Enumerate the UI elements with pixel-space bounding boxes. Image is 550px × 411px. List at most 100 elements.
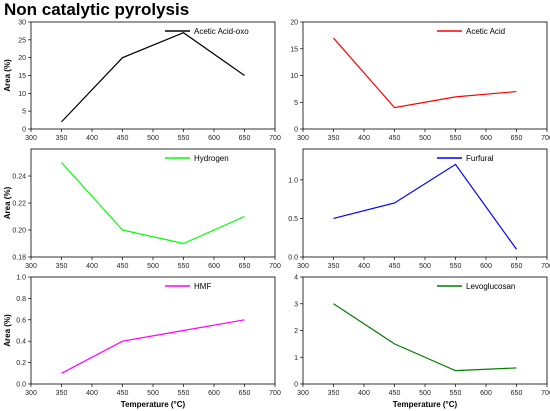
chart-2-legend-label: Acetic Acid [466,27,505,36]
chart-5-ytick-label: 0.8 [16,296,26,303]
chart-1-xtick-label: 550 [178,135,190,142]
chart-2-ytick-label: 20 [290,20,298,27]
chart-5-xtick-label: 400 [86,390,98,397]
chart-4-xtick-label: 500 [419,263,431,270]
chart-2-frame [302,21,548,130]
chart-5-frame [30,276,276,385]
chart-2-ytick-label: 0 [294,127,298,134]
chart-6-series-line [333,303,517,372]
chart-2-ytick-label: 10 [290,73,298,80]
chart-4-xtick-label: 650 [511,263,523,270]
chart-1-xtick-label: 500 [147,135,159,142]
chart-1-ytick-label: 5 [22,109,26,116]
chart-6-legend: Levoglucosan [437,282,515,291]
chart-5: 300 350 400 450 500 550 600 650 700 0.0 0.2 0.4 0.6 0… [3,275,281,410]
chart-1-series-line [61,32,245,123]
chart-1-xtick-label: 350 [56,135,68,142]
chart-2-xtick-label: 550 [450,135,462,142]
chart-3-ytick-label: 0.24 [12,174,26,181]
chart-4-legend-label: Furfural [466,154,494,163]
chart-6-ytick-label: 3 [294,301,298,308]
chart-3-xtick-label: 450 [117,263,129,270]
chart-3-ytick-label: 0.20 [12,228,26,235]
chart-1-ytick-label: 30 [18,20,26,27]
chart-6-xlabel: Temperature (°C) [393,400,458,409]
chart-3-xtick-label: 700 [269,263,281,270]
chart-2-xtick-label: 350 [328,135,340,142]
chart-6-xtick-label: 600 [480,390,492,397]
chart-4-xtick-label: 700 [541,263,550,270]
chart-6-xtick-label: 300 [297,390,309,397]
chart-5-xtick-label: 300 [25,390,37,397]
chart-2-ytick-label: 15 [290,46,298,53]
chart-6-ytick-label: 0 [294,382,298,389]
chart-4-xtick-label: 350 [328,263,340,270]
chart-2-xtick-label: 300 [297,135,309,142]
chart-1-ytick-label: 10 [18,91,26,98]
chart-3-ylabel: Area (%) [3,186,12,219]
chart-3-xtick-label: 600 [208,263,220,270]
chart-3-xtick-label: 650 [239,263,251,270]
chart-6-ytick-label: 4 [294,275,298,282]
chart-2-xtick-label: 400 [358,135,370,142]
chart-3: 300 350 400 450 500 550 600 650 700 0.18 0.20 0.22 0… [3,148,281,270]
chart-2-legend: Acetic Acid [437,27,505,36]
chart-6-xtick-label: 500 [419,390,431,397]
chart-1-legend: Acetic Acid-oxo [165,27,249,36]
chart-4-xtick-label: 600 [480,263,492,270]
chart-1: 300 350 400 450 500 550 600 650 700 0 5 10 15 20 25 30 A… [3,20,281,143]
chart-4-xtick-label: 450 [389,263,401,270]
chart-5-series-line [61,319,245,374]
chart-2-xtick-label: 600 [480,135,492,142]
chart-4-ytick-label: 0.5 [288,216,298,223]
chart-1-xtick-label: 600 [208,135,220,142]
chart-3-xtick-label: 350 [56,263,68,270]
chart-1-legend-label: Acetic Acid-oxo [194,27,249,36]
chart-3-xtick-label: 300 [25,263,37,270]
chart-5-xtick-label: 350 [56,390,68,397]
chart-5-ytick-label: 0.6 [16,317,26,324]
chart-6-xtick-label: 650 [511,390,523,397]
chart-3-legend-label: Hydrogen [194,154,229,163]
chart-5-ylabel: Area (%) [3,314,12,347]
chart-4-xtick-label: 400 [358,263,370,270]
chart-6: 300 350 400 450 500 550 600 650 700 0 1 2 3 4 Levogluc… [294,275,550,410]
chart-6-legend-label: Levoglucosan [466,282,515,291]
chart-1-xtick-label: 650 [239,135,251,142]
chart-4-ytick-label: 0.0 [288,255,298,262]
chart-6-xtick-label: 700 [541,390,550,397]
chart-6-ytick-label: 1 [294,355,298,362]
chart-1-xtick-label: 700 [269,135,281,142]
chart-2-xtick-label: 450 [389,135,401,142]
chart-5-xtick-label: 500 [147,390,159,397]
chart-3-ytick-label: 0.18 [12,255,26,262]
chart-6-xtick-label: 550 [450,390,462,397]
chart-4-legend: Furfural [437,154,494,163]
chart-1-xtick-label: 300 [25,135,37,142]
chart-4-series-line [333,163,517,250]
chart-5-legend-label: HMF [194,282,211,291]
chart-1-ylabel: Area (%) [3,59,12,92]
chart-5-ytick-label: 0.0 [16,382,26,389]
chart-3-frame [30,148,276,258]
chart-3-xtick-label: 400 [86,263,98,270]
chart-6-xtick-label: 350 [328,390,340,397]
chart-1-ytick-label: 20 [18,55,26,62]
chart-5-xtick-label: 650 [239,390,251,397]
chart-4-xtick-label: 550 [450,263,462,270]
chart-3-xtick-label: 550 [178,263,190,270]
chart-1-ytick-label: 25 [18,37,26,44]
chart-6-xtick-label: 400 [358,390,370,397]
chart-5-ytick-label: 1.0 [16,275,26,282]
chart-1-xtick-label: 450 [117,135,129,142]
chart-5-xtick-label: 700 [269,390,281,397]
chart-2: 300 350 400 450 500 550 600 650 700 0 5 10 15 20 Aceti… [290,20,550,143]
chart-2-ytick-label: 5 [294,100,298,107]
chart-4: 300 350 400 450 500 550 600 650 700 0.0 0.5 1.0 Furf… [288,148,550,270]
chart-6-xtick-label: 450 [389,390,401,397]
chart-2-xtick-label: 700 [541,135,550,142]
chart-6-ytick-label: 2 [294,328,298,335]
chart-3-ytick-label: 0.22 [12,201,26,208]
chart-4-xtick-label: 300 [297,263,309,270]
